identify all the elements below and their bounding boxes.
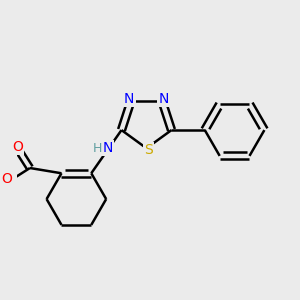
Text: N: N [158, 92, 169, 106]
Text: H: H [93, 142, 102, 155]
Text: S: S [144, 143, 153, 157]
Text: N: N [124, 92, 134, 106]
Text: O: O [1, 172, 12, 185]
Text: N: N [103, 141, 113, 155]
Text: O: O [12, 140, 23, 154]
